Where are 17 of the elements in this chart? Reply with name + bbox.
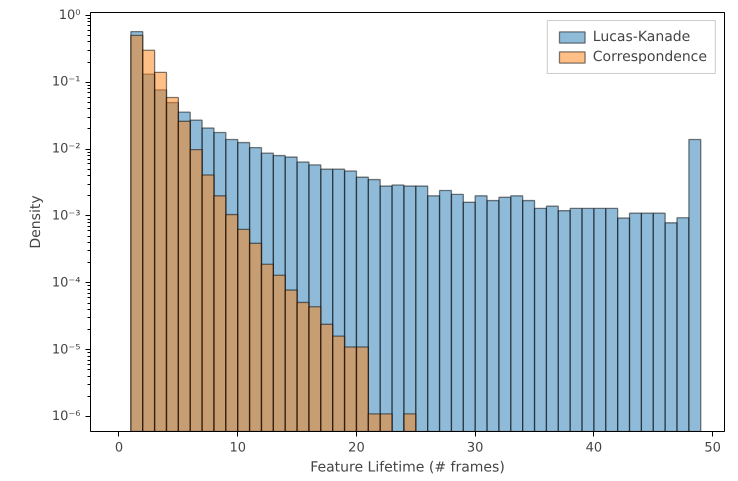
- x-tick-label: 30: [466, 440, 484, 456]
- x-tick-label: 20: [348, 440, 365, 456]
- y-axis-title: Density: [28, 195, 44, 249]
- x-axis-title: Feature Lifetime (# frames): [310, 460, 505, 476]
- y-tick-label: 10⁻⁵: [52, 342, 81, 358]
- y-tick-label: 10⁻⁶: [52, 409, 81, 424]
- y-tick-label: 10⁻²: [52, 142, 81, 157]
- x-tick-label: 40: [586, 440, 602, 456]
- x-tick-label: 0: [114, 440, 124, 456]
- y-tick-label: 10⁻⁴: [52, 275, 81, 290]
- legend-label: Correspondence: [592, 49, 707, 65]
- y-tick-label: 10⁻³: [52, 208, 81, 224]
- y-tick-label: 10⁻¹: [52, 74, 81, 90]
- x-tick-label: 50: [704, 440, 721, 456]
- legend-label: Lucas-Kanade: [592, 29, 690, 45]
- y-tick-label: 10⁰: [58, 8, 81, 23]
- x-tick-label: 10: [229, 440, 246, 456]
